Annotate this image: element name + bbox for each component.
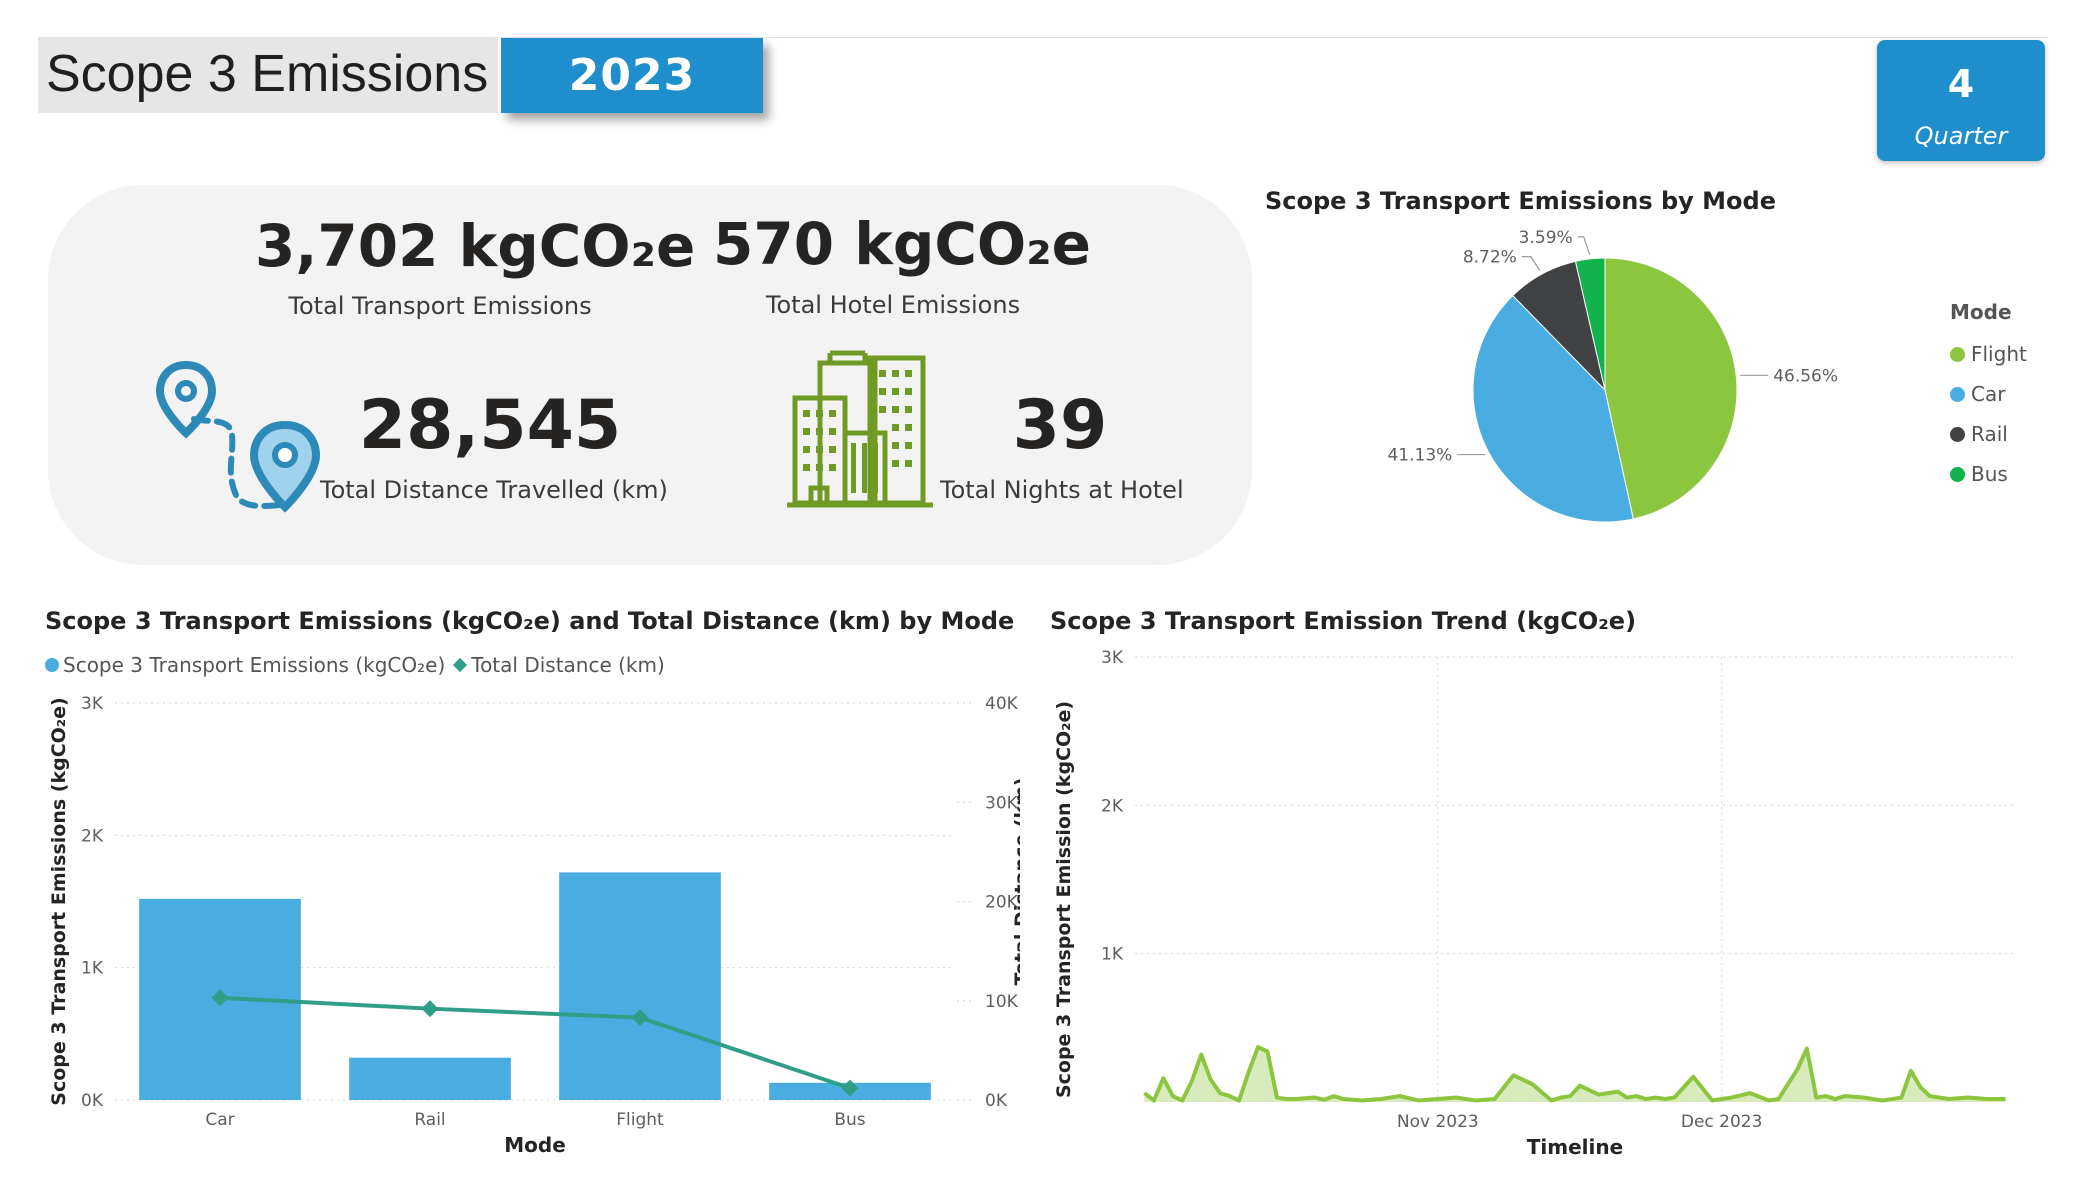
y-axis-title: Scope 3 Transport Emissions (kgCO₂e) [48,697,70,1105]
pie-data-label: 3.59% [1519,230,1573,248]
pie-data-label: 41.13% [1387,446,1452,466]
kpi-hotel-value: 570 kgCO₂e [713,210,1091,278]
y2-tick-label: 0K [985,1091,1008,1111]
y-tick-label: 1K [81,959,104,979]
distance-point-car [211,989,229,1007]
pie-legend-title: Mode [1950,300,2012,324]
trend-area-fill [1144,1047,2006,1102]
legend-label: Flight [1971,342,2027,366]
pie-slice-bus [1574,257,1606,391]
y-tick-label: 1K [1101,945,1124,965]
kpi-nights-value: 39 [1012,386,1108,465]
x-tick-label: Car [205,1110,234,1130]
kpi-distance-value: 28,545 [358,386,622,465]
legend-dot [1950,466,1965,482]
pie-leader-line [1521,256,1541,271]
legend-label: Car [1971,382,2006,406]
y2-tick-label: 30K [985,793,1019,813]
trend-chart: 1K 2K 3K Nov 2023 Dec 2023 Timeline Scope 3 Tr… [1053,648,2015,1159]
pie-leader-line [1577,236,1591,256]
x-axis-title: Timeline [1527,1135,1623,1159]
legend-diamond-distance [453,657,468,673]
pie-legend-item-rail[interactable]: Rail [1950,414,2027,454]
kpi-transport-value: 3,702 kgCO₂e [255,212,696,280]
pie-legend: Flight Car Rail Bus [1950,334,2027,494]
pie-legend-item-car[interactable]: Car [1950,374,2027,414]
x-tick-label: Nov 2023 [1397,1112,1479,1132]
page-title-background [38,38,498,113]
year-selector[interactable]: 2023 [501,38,763,113]
legend-dot [1950,386,1965,402]
y2-tick-label: 40K [985,694,1019,714]
trend-chart-title: Scope 3 Transport Emission Trend (kgCO₂e… [1050,607,1637,635]
legend-distance-label: Total Distance (km) [471,653,665,677]
page-title: Scope 3 Emissions [46,45,489,103]
kpi-transport-label: Total Transport Emissions [288,292,592,320]
pie-data-label: 46.56% [1773,366,1838,386]
legend-dot [1950,346,1965,362]
trend-line [1143,1045,2006,1103]
quarter-label: Quarter [1914,122,2008,150]
pie-slice-flight [1604,257,1738,520]
bar-rail [349,1057,511,1100]
legend-emissions-label: Scope 3 Transport Emissions (kgCO₂e) [63,653,446,677]
x-axis-title: Mode [504,1133,566,1157]
x-tick-label: Rail [414,1110,445,1130]
hotel-building-icon [787,350,933,508]
distance-point-flight [631,1009,649,1027]
pie-legend-item-flight[interactable]: Flight [1950,334,2027,374]
bar-flight [559,872,721,1100]
kpi-nights-label: Total Nights at Hotel [940,476,1184,504]
y-tick-label: 2K [81,826,104,846]
distance-line [219,995,851,1090]
distance-point-bus [841,1079,859,1097]
pie-data-label: 8.72% [1463,248,1517,268]
x-tick-label: Bus [834,1110,865,1130]
map-route-pins-icon [155,360,321,513]
combo-chart: 0K 1K 2K 3K 0K 10K 20K 30K 40K Car Rail Flight Bus Mo… [48,694,1020,1157]
y-tick-label: 0K [81,1091,104,1111]
legend-dot-emissions [45,658,59,672]
legend-dot [1950,426,1965,442]
y-tick-label: 3K [1101,648,1124,668]
quarter-card[interactable]: 4 Quarter [1877,40,2045,161]
y-axis-title: Scope 3 Transport Emission (kgCO₂e) [1053,701,1075,1098]
kpi-hotel-label: Total Hotel Emissions [765,291,1021,319]
combo-chart-title: Scope 3 Transport Emissions (kgCO₂e) and… [45,607,1015,635]
pie-chart: 46.56% 41.13% 8.72%3.59% [1387,230,1838,523]
y-tick-label: 2K [1101,796,1124,816]
header-divider [38,37,2048,38]
distance-point-rail [421,1000,439,1018]
y-tick-label: 3K [81,694,104,714]
pie-slice-car [1472,294,1634,523]
y2-tick-label: 10K [985,992,1019,1012]
kpi-distance-label: Total Distance Travelled (km) [320,476,668,504]
y2-tick-label: 20K [985,893,1019,913]
legend-label: Bus [1971,462,2008,486]
y2-axis-title: Total Distance (km) [1011,777,1020,985]
x-tick-label: Flight [616,1110,664,1130]
legend-label: Rail [1971,422,2008,446]
pie-chart-title: Scope 3 Transport Emissions by Mode [1265,187,1776,215]
x-tick-label: Dec 2023 [1681,1112,1763,1132]
combo-legend: Scope 3 Transport Emissions (kgCO₂e) Tot… [45,653,665,677]
quarter-number: 4 [1947,62,1975,106]
pie-legend-item-bus[interactable]: Bus [1950,454,2027,494]
